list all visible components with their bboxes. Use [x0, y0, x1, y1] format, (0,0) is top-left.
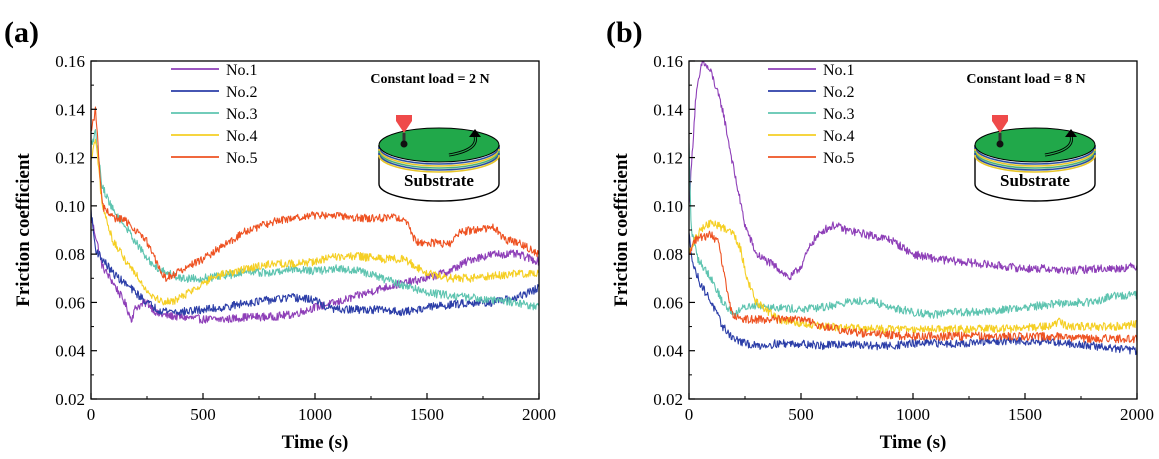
y-tick-label: 0.12	[55, 149, 85, 168]
y-tick-label: 0.02	[55, 390, 85, 409]
rotation-arrow-head	[469, 129, 481, 137]
y-tick-label: 0.06	[55, 293, 85, 312]
coating-layer	[974, 146, 1096, 165]
coating-top	[378, 127, 500, 163]
coating-layer	[378, 152, 500, 171]
x-tick-label: 1000	[298, 405, 332, 424]
series-line-no2	[91, 208, 539, 317]
y-tick-label: 0.10	[653, 197, 683, 216]
legend-label: No.1	[226, 62, 258, 79]
legend: No.1 No.2 No.3 No.4 No.5	[768, 62, 855, 167]
y-axis-title: Friction coefficient	[611, 153, 632, 307]
ball-icon	[996, 140, 1004, 148]
y-tick-label: 0.14	[653, 100, 683, 119]
inset-schematic: Constant load = 8 N Substrate	[966, 72, 1096, 202]
y-tick-label: 0.04	[653, 342, 683, 361]
rotation-arrow-inner	[448, 135, 477, 156]
series-line-no1	[91, 216, 539, 324]
x-tick-label: 2000	[522, 405, 556, 424]
ball-icon	[400, 140, 408, 148]
y-tick-label: 0.16	[653, 52, 683, 71]
x-tick-label: 500	[788, 405, 814, 424]
rotation-arrow-head	[1065, 129, 1077, 137]
y-tick-label: 0.04	[55, 342, 85, 361]
legend-label: No.1	[823, 62, 855, 79]
legend-label: No.5	[226, 150, 258, 167]
legend-label: No.2	[823, 84, 855, 101]
coating-layer	[378, 146, 500, 165]
chart-panel-b: (b) 0.02 0.04 0.06 0.08 0.10 0.12 0.14 0.16 0 500 1…	[606, 16, 1154, 453]
rotation-arrow-inner	[1044, 135, 1073, 156]
inset-schematic: Constant load = 2 N Substrate	[370, 72, 500, 202]
series-group	[91, 106, 539, 324]
substrate-label: Substrate	[404, 171, 474, 190]
coating-layer	[974, 148, 1096, 167]
x-tick-label: 1000	[896, 405, 930, 424]
x-tick-label: 0	[87, 405, 96, 424]
x-axis-title: Time (s)	[880, 432, 947, 453]
y-tick-label: 0.08	[653, 245, 683, 264]
series-line-no5	[689, 230, 1137, 344]
panel-label: (a)	[4, 16, 39, 49]
legend-label: No.3	[226, 106, 258, 123]
y-axis-title: Friction coefficient	[13, 153, 34, 307]
y-tick-label: 0.12	[653, 149, 683, 168]
series-line-no3	[91, 128, 539, 311]
coating-layer	[974, 154, 1096, 173]
load-arrow-icon	[396, 115, 412, 133]
plot-frame	[688, 60, 1138, 400]
series-line-no2	[689, 232, 1137, 356]
y-tick-label: 0.10	[55, 197, 85, 216]
coating-top	[974, 127, 1096, 163]
coating-layer	[378, 150, 500, 169]
x-tick-label: 0	[685, 405, 694, 424]
x-tick-label: 1500	[1008, 405, 1042, 424]
series-line-no5	[91, 106, 539, 282]
coating-layer	[974, 152, 1096, 171]
legend-label: No.4	[823, 128, 855, 145]
y-tick-label: 0.02	[653, 390, 683, 409]
legend-label: No.4	[226, 128, 258, 145]
series-group	[689, 61, 1137, 356]
chart-panel-a: (a) 0.02 0.04 0.06 0.08 0.10 0.12 0.14 0.16 0 500 1…	[4, 16, 556, 453]
series-line-no4	[91, 138, 539, 306]
x-tick-label: 1500	[410, 405, 444, 424]
x-tick-label: 500	[190, 405, 216, 424]
coating-layer	[378, 154, 500, 173]
legend-label: No.3	[823, 106, 855, 123]
y-tick-label: 0.08	[55, 245, 85, 264]
load-arrow-icon	[992, 115, 1008, 133]
series-line-no4	[689, 219, 1137, 334]
x-axis-title: Time (s)	[282, 432, 349, 453]
inset-title: Constant load = 8 N	[966, 72, 1085, 87]
legend: No.1 No.2 No.3 No.4 No.5	[171, 62, 258, 167]
coating-layer	[974, 150, 1096, 169]
inset-title: Constant load = 2 N	[370, 72, 489, 87]
coating-layer	[378, 148, 500, 167]
y-tick-label: 0.16	[55, 52, 85, 71]
y-tick-label: 0.06	[653, 293, 683, 312]
series-line-no1	[689, 61, 1137, 281]
panel-label: (b)	[606, 16, 643, 49]
legend-label: No.5	[823, 150, 855, 167]
substrate-label: Substrate	[1000, 171, 1070, 190]
y-tick-label: 0.14	[55, 100, 85, 119]
x-tick-label: 2000	[1120, 405, 1154, 424]
legend-label: No.2	[226, 84, 258, 101]
